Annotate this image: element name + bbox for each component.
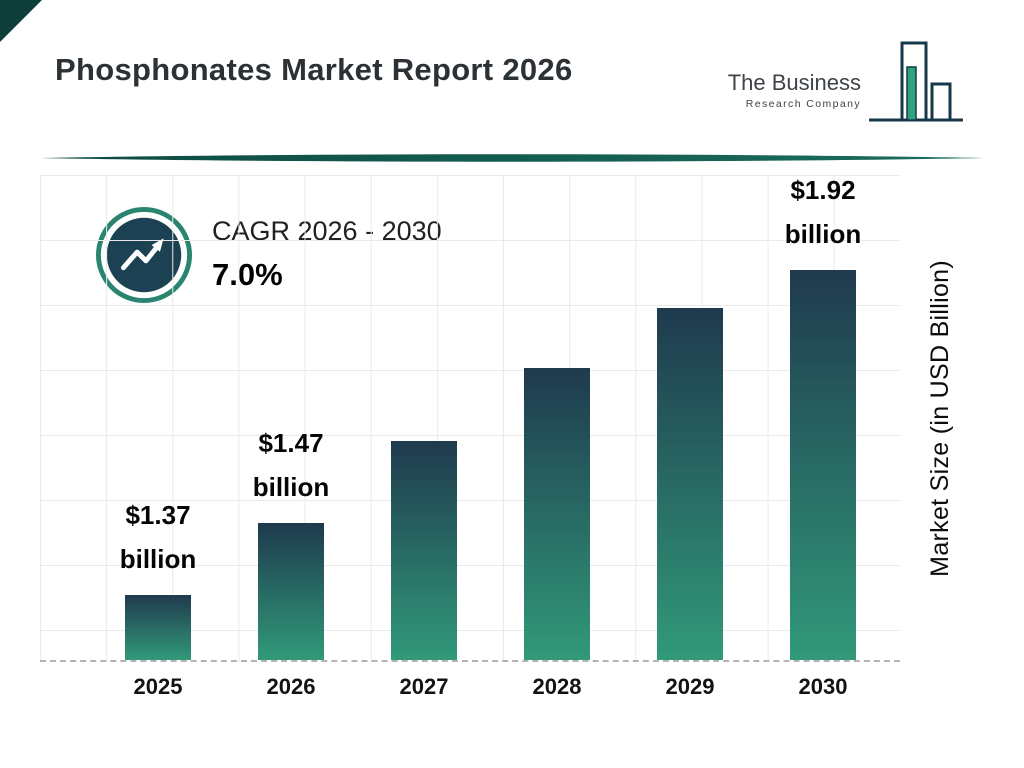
bar-value-label-2030: $1.92 billion (784, 174, 862, 249)
bar-2025 (125, 595, 191, 660)
logo-subname: Research Company (745, 98, 861, 110)
logo-bar-chart-icon (869, 41, 963, 122)
bar-value-label-2025: $1.37 billion (119, 499, 197, 574)
bar-chart-plot: $1.37 billion 2025 $1.47 billion 2026 2027 2028… (40, 175, 900, 699)
corner-accent (0, 0, 42, 42)
bar-value-label-2026: $1.47 billion (252, 427, 330, 502)
y-axis-label-wrap: Market Size (in USD Billion) (920, 175, 960, 662)
x-tick-2026: 2026 (266, 674, 316, 699)
bar-2029 (657, 308, 723, 660)
divider-rule (40, 154, 984, 162)
bar-2028 (524, 368, 590, 660)
y-axis-label: Market Size (in USD Billion) (925, 260, 954, 577)
company-logo: The Business Research Company (728, 40, 966, 124)
logo-text: The Business Research Company (728, 70, 861, 110)
bar-2027 (391, 441, 457, 660)
x-tick-2028: 2028 (532, 674, 582, 699)
x-tick-2025: 2025 (133, 674, 183, 699)
bar-2026 (258, 523, 324, 660)
x-tick-2030: 2030 (798, 674, 848, 699)
bar-2030 (790, 270, 856, 660)
x-tick-2027: 2027 (399, 674, 449, 699)
logo-name: The Business (727, 70, 861, 95)
x-tick-2029: 2029 (665, 674, 715, 699)
page-title: Phosphonates Market Report 2026 (55, 52, 573, 87)
